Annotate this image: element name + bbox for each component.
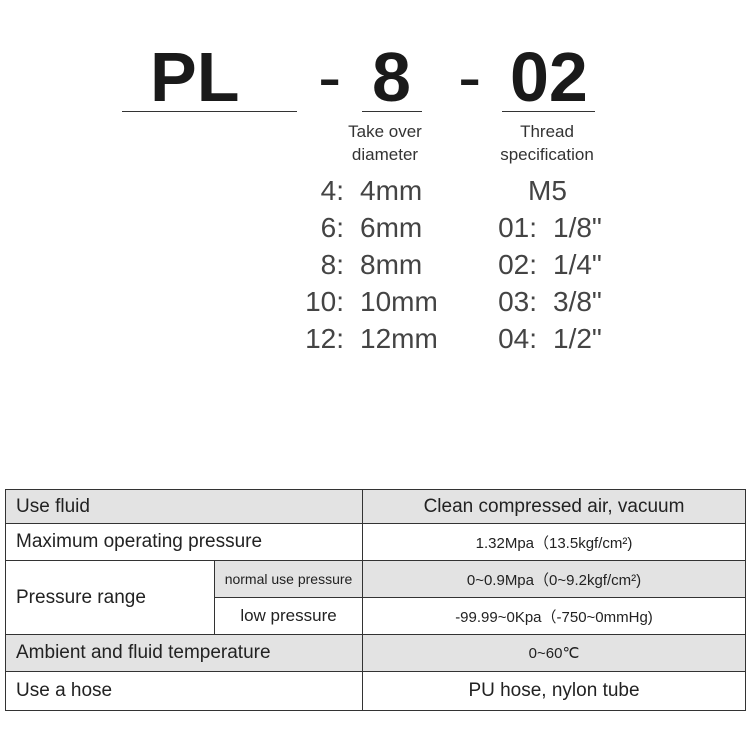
thread-underline	[502, 111, 595, 112]
diameters-value: 12mm	[360, 323, 438, 354]
dash: -	[458, 38, 482, 116]
table-row: Maximum operating pressure 1.32Mpa（13.5k…	[5, 523, 746, 561]
prefix-underline	[122, 111, 297, 112]
threads-value: 3/8"	[553, 286, 602, 317]
diameters-code: 6:	[320, 212, 344, 243]
spec-label: Pressure range	[5, 560, 215, 635]
table-row: Pressure range normal use pressure 0~0.9…	[5, 560, 746, 635]
diameter-label: Take over diameter	[320, 120, 450, 166]
threads-value: 1/4"	[553, 249, 602, 280]
diameters-code: 10:	[305, 286, 344, 317]
diameters-value: 4mm	[360, 175, 423, 206]
spec-value: 0~60℃	[362, 634, 746, 672]
label-line: specification	[500, 145, 594, 164]
model-diameter: 8	[372, 38, 411, 116]
diameters-code: 4:	[320, 175, 344, 206]
threads-code: 04:	[498, 323, 537, 354]
spec-value: PU hose, nylon tube	[362, 671, 746, 711]
spec-sublabel: low pressure	[214, 597, 363, 635]
spec-sublabel: normal use pressure	[214, 560, 363, 598]
spec-value: 0~0.9Mpa（0~9.2kgf/cm²)	[362, 560, 746, 598]
threads-value: M5	[528, 175, 567, 206]
diameters-code: 12:	[305, 323, 344, 354]
model-prefix: PL	[150, 38, 240, 116]
spec-label: Use fluid	[5, 489, 363, 524]
table-row: Ambient and fluid temperature 0~60℃	[5, 634, 746, 672]
table-row: Use a hose PU hose, nylon tube	[5, 671, 746, 711]
label-line: diameter	[351, 145, 419, 164]
table-row: Use fluid Clean compressed air, vacuum	[5, 489, 746, 524]
threads-value: 1/8"	[553, 212, 602, 243]
spec-table: Use fluid Clean compressed air, vacuum M…	[5, 489, 746, 711]
threads-code: 03:	[498, 286, 537, 317]
spec-label: Use a hose	[5, 671, 363, 711]
threads-code: 02:	[498, 249, 537, 280]
diameters-code: 8:	[320, 249, 344, 280]
diameters-value: 10mm	[360, 286, 438, 317]
spec-value: 1.32Mpa（13.5kgf/cm²)	[362, 523, 746, 561]
thread-label: Thread specification	[482, 120, 612, 166]
spec-label: Ambient and fluid temperature	[5, 634, 363, 672]
dash: -	[318, 38, 342, 116]
label-line: Thread	[520, 122, 574, 141]
model-thread: 02	[510, 38, 588, 116]
spec-value: -99.99~0Kpa（-750~0mmHg)	[362, 597, 746, 635]
diameters-value: 6mm	[360, 212, 423, 243]
label-line: Take over	[348, 122, 422, 141]
diameters-value: 8mm	[360, 249, 423, 280]
spec-label: Maximum operating pressure	[5, 523, 363, 561]
threads-code: 01:	[498, 212, 537, 243]
spec-value: Clean compressed air, vacuum	[362, 489, 746, 524]
table-row: low pressure -99.99~0Kpa（-750~0mmHg)	[6, 597, 746, 635]
diameter-underline	[362, 111, 422, 112]
threads-value: 1/2"	[553, 323, 602, 354]
